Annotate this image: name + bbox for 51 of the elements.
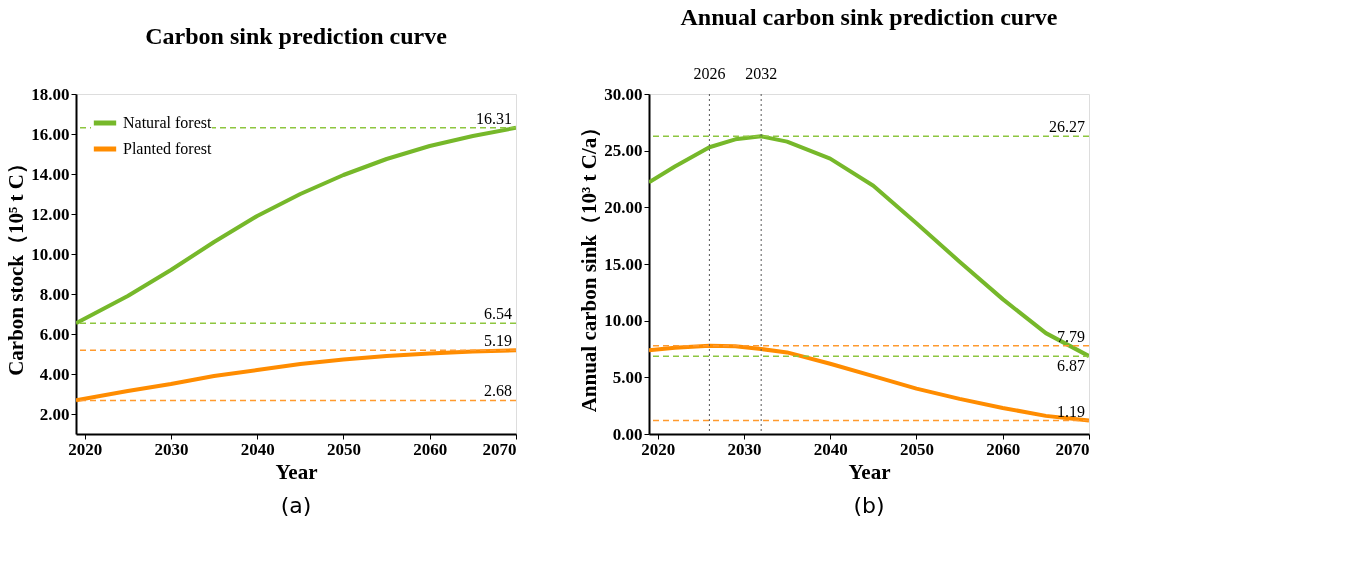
x-axis-title: Year	[275, 459, 318, 484]
line-series	[649, 343, 1089, 423]
y-tick-label: 2.00	[39, 404, 70, 424]
ref-line-label: 2.68	[484, 382, 512, 400]
chart-title: Carbon sink prediction curve	[145, 23, 448, 49]
x-tick-label: 2050	[326, 439, 361, 459]
ref-line-label: 26.27	[1049, 118, 1085, 136]
y-tick-label: 25.00	[604, 141, 643, 161]
x-tick-label: 2020	[641, 439, 676, 459]
ref-line-label: 7.79	[1057, 327, 1085, 345]
y-tick-label: 14.00	[31, 164, 70, 184]
y-tick-label: 15.00	[604, 254, 643, 274]
x-tick-label: 2060	[413, 439, 448, 459]
x-tick-label: 2030	[154, 439, 189, 459]
ref-line-label: 6.87	[1057, 357, 1085, 375]
line-series	[76, 348, 516, 403]
x-tick-label: 2030	[727, 439, 762, 459]
x-tick-label: 2020	[68, 439, 103, 459]
y-tick-label: 5.00	[612, 367, 643, 387]
y-tick-label: 16.00	[31, 124, 70, 144]
ref-line-label: 16.31	[476, 109, 512, 127]
chart-title: Annual carbon sink prediction curve	[680, 4, 1058, 30]
x-axis-title: Year	[848, 459, 891, 484]
y-tick-label: 10.00	[31, 244, 70, 264]
legend-label: Natural forest	[123, 114, 212, 131]
y-tick-label: 10.00	[604, 311, 643, 331]
ref-line-label: 6.54	[484, 305, 512, 323]
ref-line-label: 1.19	[1057, 402, 1085, 420]
y-tick-label: 30.00	[604, 84, 643, 104]
x-tick-label: 2060	[986, 439, 1021, 459]
x-tick-label: 2050	[899, 439, 934, 459]
ref-line-label: 5.19	[484, 332, 512, 350]
x-tick-label: 2040	[813, 439, 848, 459]
legend-label: Planted forest	[123, 140, 212, 157]
y-axis-title: Carbon stock（10⁵ t C）	[4, 153, 29, 376]
x-tick-label: 2070	[482, 439, 517, 459]
y-tick-label: 4.00	[39, 364, 70, 384]
ref-line-label: 2032	[745, 65, 778, 82]
y-tick-label: 8.00	[39, 284, 70, 304]
x-tick-label: 2040	[240, 439, 275, 459]
y-axis-title: Annual carbon sink（10³ t C/a）	[577, 116, 602, 413]
x-tick-label: 2070	[1055, 439, 1090, 459]
y-tick-label: 6.00	[39, 324, 70, 344]
y-tick-label: 20.00	[604, 197, 643, 217]
y-tick-label: 12.00	[31, 204, 70, 224]
text: (b)	[853, 493, 885, 518]
ref-line-label: 2026	[693, 65, 726, 82]
y-tick-label: 0.00	[612, 424, 643, 444]
y-tick-label: 18.00	[31, 84, 70, 104]
text: (a)	[280, 493, 312, 518]
line-series	[649, 134, 1089, 359]
